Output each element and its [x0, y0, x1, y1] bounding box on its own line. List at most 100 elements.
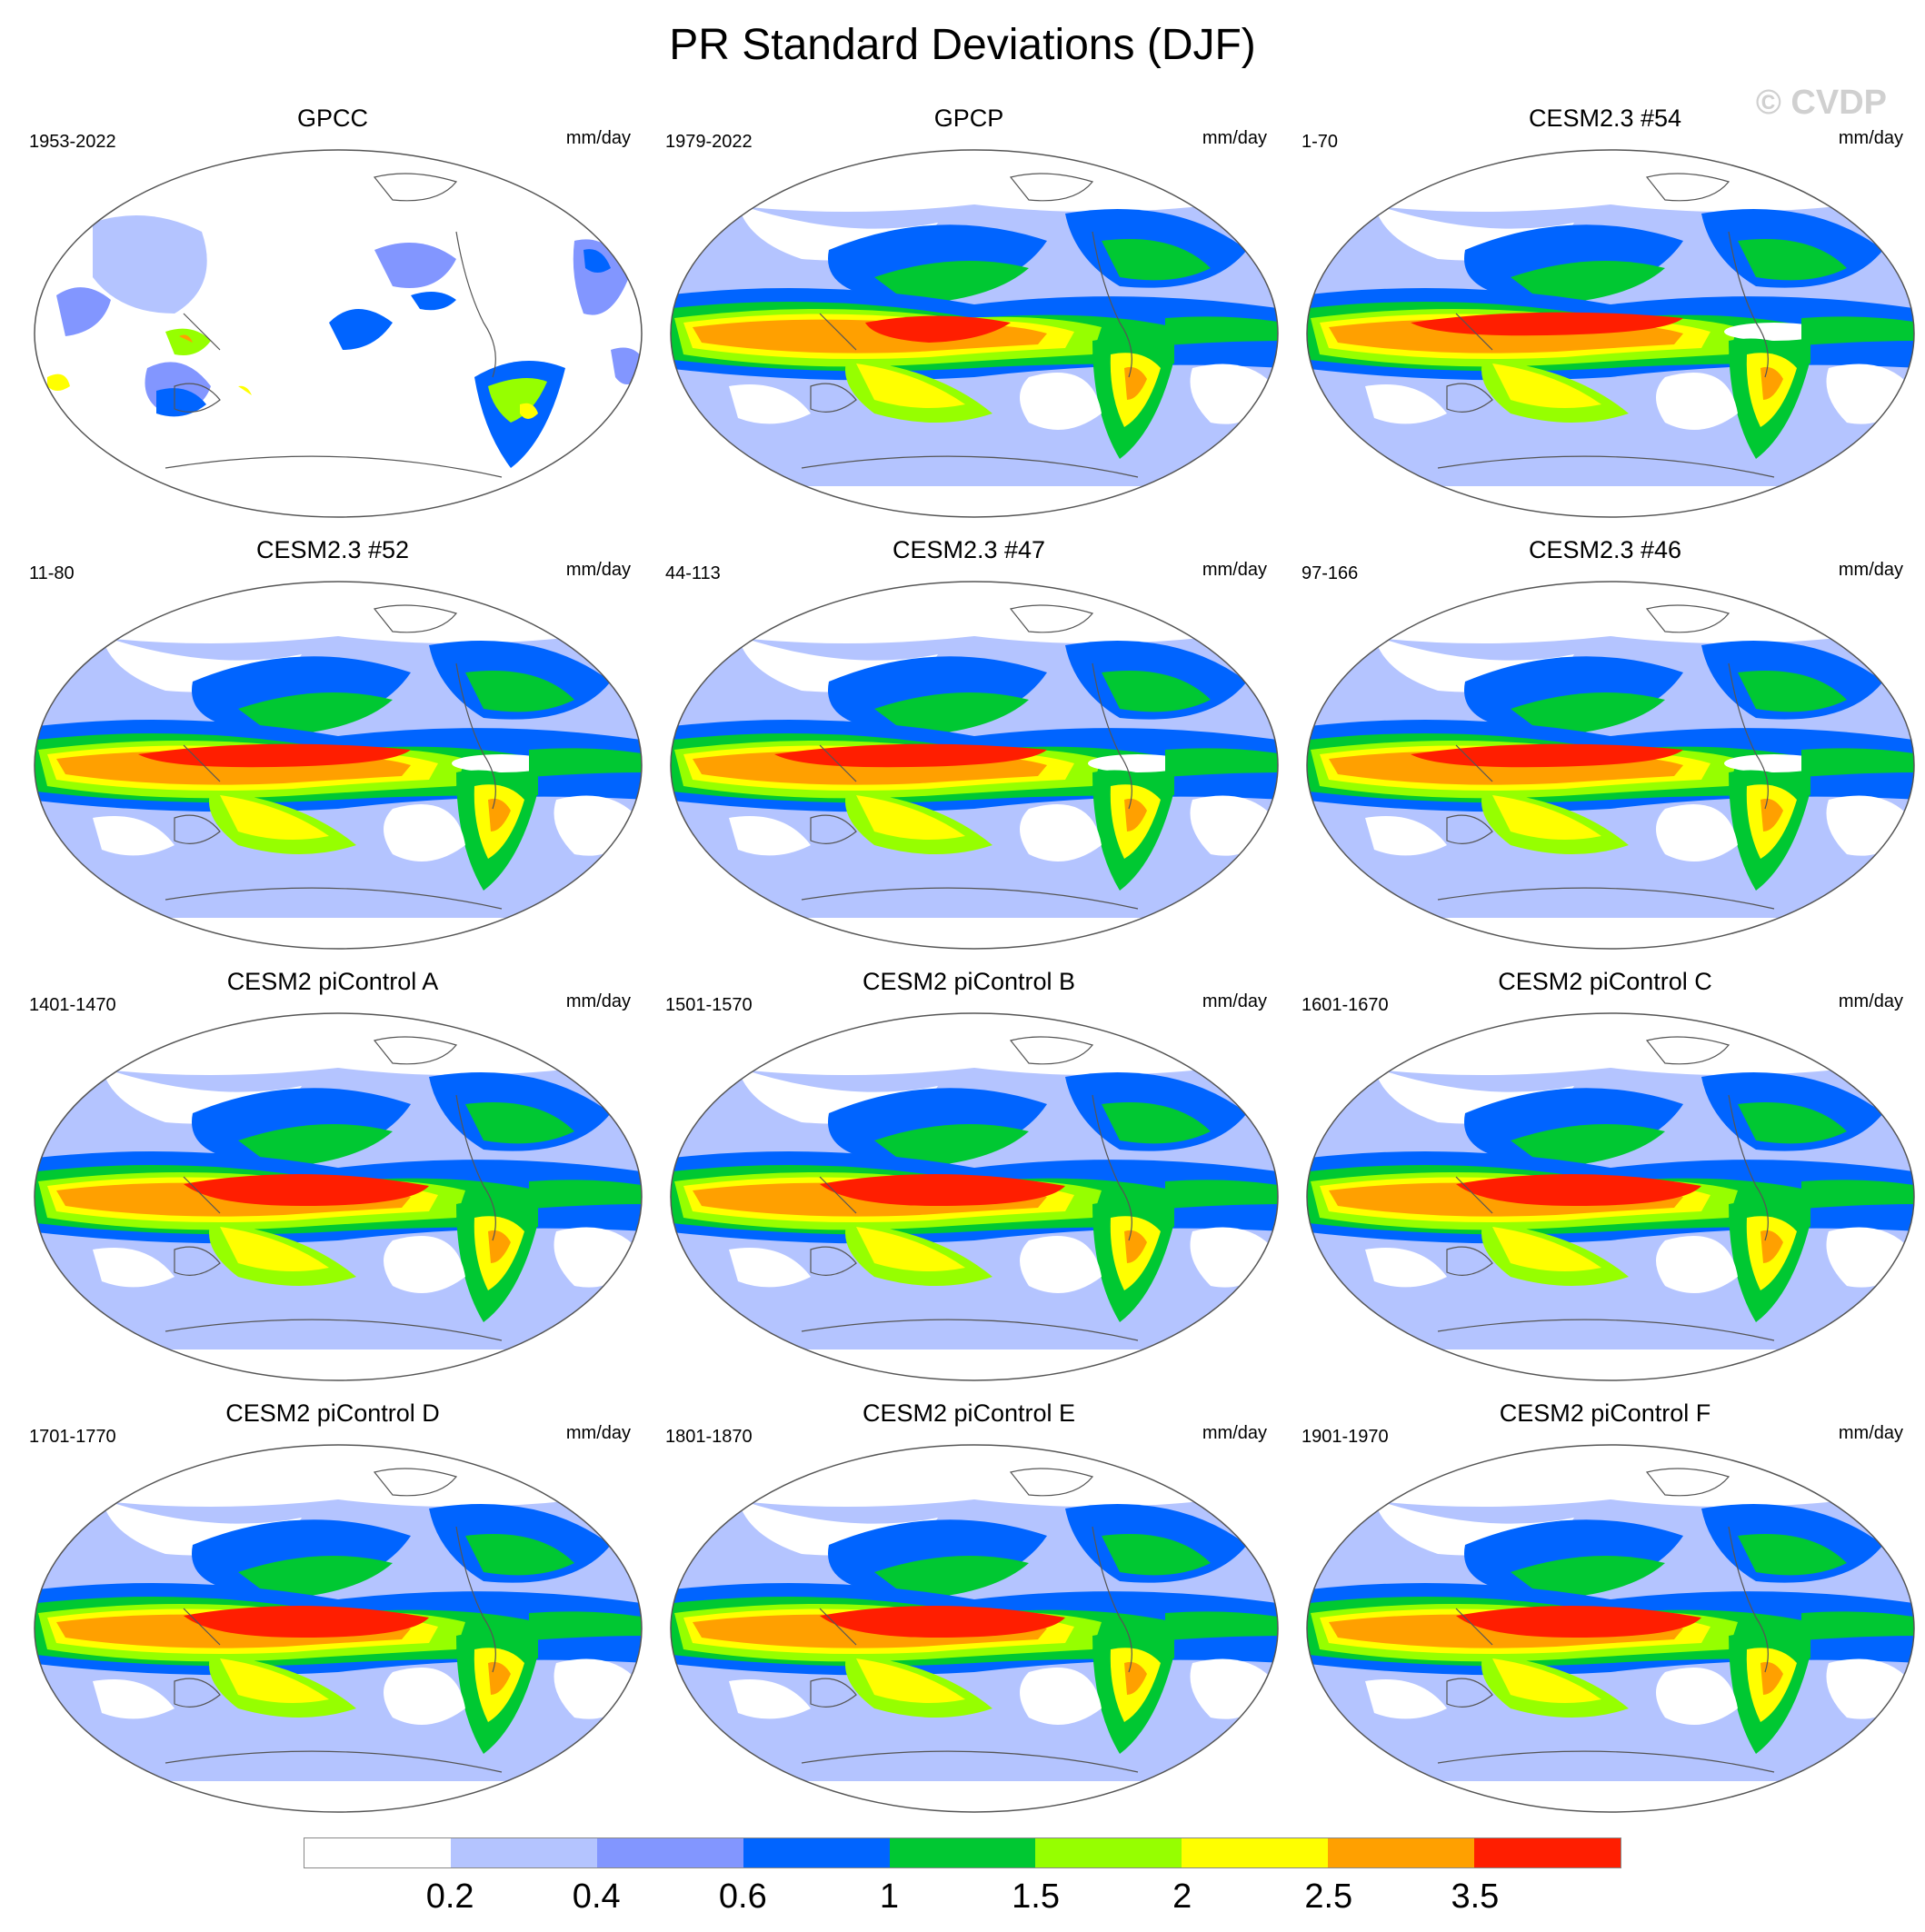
map-panel: CESM2.3 #54 1-70 mm/day — [1287, 105, 1923, 532]
map-border — [670, 149, 1279, 518]
land-precip-patch — [156, 388, 206, 417]
panel-period: 1-70 — [1302, 132, 1339, 152]
cvdp-watermark: © CVDP — [1755, 84, 1887, 122]
map-panel: CESM2 piControl E 1801-1870 mm/day — [651, 1399, 1287, 1827]
panel-period: 1601-1670 — [1302, 995, 1389, 1015]
map-panel: CESM2 piControl B 1501-1570 mm/day — [651, 968, 1287, 1395]
panel-units: mm/day — [1838, 1423, 1903, 1443]
robinson-map — [34, 581, 643, 950]
map-border — [34, 149, 643, 518]
robinson-map — [1306, 1444, 1915, 1813]
panel-units: mm/day — [565, 991, 631, 1011]
panel-title: GPCP — [933, 105, 1004, 132]
panel-title: GPCC — [296, 105, 368, 132]
panel-title: CESM2 piControl A — [226, 968, 439, 995]
panel-title: CESM2 piControl F — [1499, 1399, 1711, 1427]
robinson-map — [34, 149, 643, 518]
panel-title: CESM2.3 #47 — [892, 536, 1046, 563]
robinson-map — [1306, 581, 1915, 950]
coastlines — [801, 1468, 1139, 1773]
coastlines — [1437, 604, 1775, 910]
robinson-map — [1306, 149, 1915, 518]
map-panel: CESM2 piControl F 1901-1970 mm/day — [1287, 1399, 1923, 1827]
panel-title: CESM2 piControl E — [862, 1399, 1076, 1427]
colorbar-tick: 3.5 — [1451, 1877, 1500, 1916]
map-border — [1306, 149, 1915, 518]
map-panel: CESM2.3 #46 97-166 mm/day — [1287, 536, 1923, 963]
coastlines — [165, 1036, 503, 1341]
colorbar-segment — [304, 1838, 451, 1867]
colorbar-tick: 1.5 — [1012, 1877, 1060, 1916]
map-panel: GPCP 1979-2022 mm/day — [651, 105, 1287, 532]
panel-units: mm/day — [1202, 560, 1267, 580]
colorbar-segment — [1182, 1838, 1329, 1867]
colorbar-tick: 2 — [1172, 1877, 1192, 1916]
panel-units: mm/day — [565, 128, 631, 148]
panel-title: CESM2.3 #52 — [255, 536, 410, 563]
land-precip-patch — [238, 385, 252, 395]
panel-period: 1701-1770 — [29, 1427, 116, 1447]
robinson-map — [34, 1012, 643, 1381]
map-border — [670, 581, 1279, 950]
coastlines — [801, 173, 1139, 478]
panel-period: 1953-2022 — [29, 132, 116, 152]
panel-title: CESM2 piControl C — [1498, 968, 1712, 995]
coastlines — [801, 604, 1139, 910]
map-panel: GPCC 1953-2022 mm/day — [15, 105, 651, 532]
robinson-map — [670, 1444, 1279, 1813]
panel-units: mm/day — [1838, 991, 1903, 1011]
figure-title: PR Standard Deviations (DJF) — [669, 21, 1256, 69]
map-panel: CESM2.3 #47 44-113 mm/day — [651, 536, 1287, 963]
panel-period: 97-166 — [1302, 563, 1359, 583]
colorbar-segment — [1035, 1838, 1182, 1867]
colorbar-tick-labels: 0.2 0.4 0.6 1 1.5 2 2.5 3.5 — [304, 1877, 1621, 1917]
land-precip-patch — [488, 378, 547, 423]
land-precip-patch — [411, 292, 456, 311]
robinson-map — [670, 149, 1279, 518]
robinson-map — [670, 1012, 1279, 1381]
land-precip-patch — [93, 215, 207, 314]
land-precip-patch — [374, 243, 456, 288]
colorbar-tick: 0.6 — [718, 1877, 767, 1916]
colorbar-tick: 2.5 — [1304, 1877, 1353, 1916]
robinson-map — [1306, 1012, 1915, 1381]
coastlines — [1437, 1468, 1775, 1773]
panel-title: CESM2 piControl B — [862, 968, 1076, 995]
coastlines — [165, 173, 503, 478]
panel-period: 44-113 — [665, 563, 721, 583]
panel-period: 1401-1470 — [29, 995, 116, 1015]
map-panel: CESM2 piControl C 1601-1670 mm/day — [1287, 968, 1923, 1395]
panel-units: mm/day — [1838, 560, 1903, 580]
map-border — [1306, 581, 1915, 950]
coastlines — [165, 1468, 503, 1773]
coastlines — [801, 1036, 1139, 1341]
panel-title: CESM2.3 #46 — [1528, 536, 1682, 563]
panel-units: mm/day — [1838, 128, 1903, 148]
map-border — [34, 581, 643, 950]
map-panel: CESM2.3 #52 11-80 mm/day — [15, 536, 651, 963]
colorbar-segment — [1474, 1838, 1621, 1867]
land-precip-patch — [179, 334, 193, 343]
panel-period: 1979-2022 — [665, 132, 753, 152]
land-precip-patch — [583, 249, 611, 273]
map-border — [670, 1444, 1279, 1813]
map-panel: CESM2 piControl D 1701-1770 mm/day — [15, 1399, 651, 1827]
panel-period: 11-80 — [29, 563, 75, 583]
panel-title: CESM2.3 #54 — [1528, 105, 1682, 132]
colorbar-segment — [743, 1838, 890, 1867]
panel-units: mm/day — [1202, 1423, 1267, 1443]
panel-period: 1901-1970 — [1302, 1427, 1389, 1447]
map-border — [670, 1012, 1279, 1381]
coastlines — [1437, 173, 1775, 478]
map-border — [1306, 1012, 1915, 1381]
colorbar-tick: 0.4 — [572, 1877, 621, 1916]
robinson-map — [34, 1444, 643, 1813]
colorbar-segment — [450, 1838, 597, 1867]
map-panel: CESM2 piControl A 1401-1470 mm/day — [15, 968, 651, 1395]
colorbar-segment — [596, 1838, 743, 1867]
robinson-map — [670, 581, 1279, 950]
land-precip-patch — [165, 328, 211, 355]
panel-period: 1501-1570 — [665, 995, 753, 1015]
land-precip-patch — [329, 309, 393, 350]
colorbar-tick: 1 — [879, 1877, 900, 1916]
